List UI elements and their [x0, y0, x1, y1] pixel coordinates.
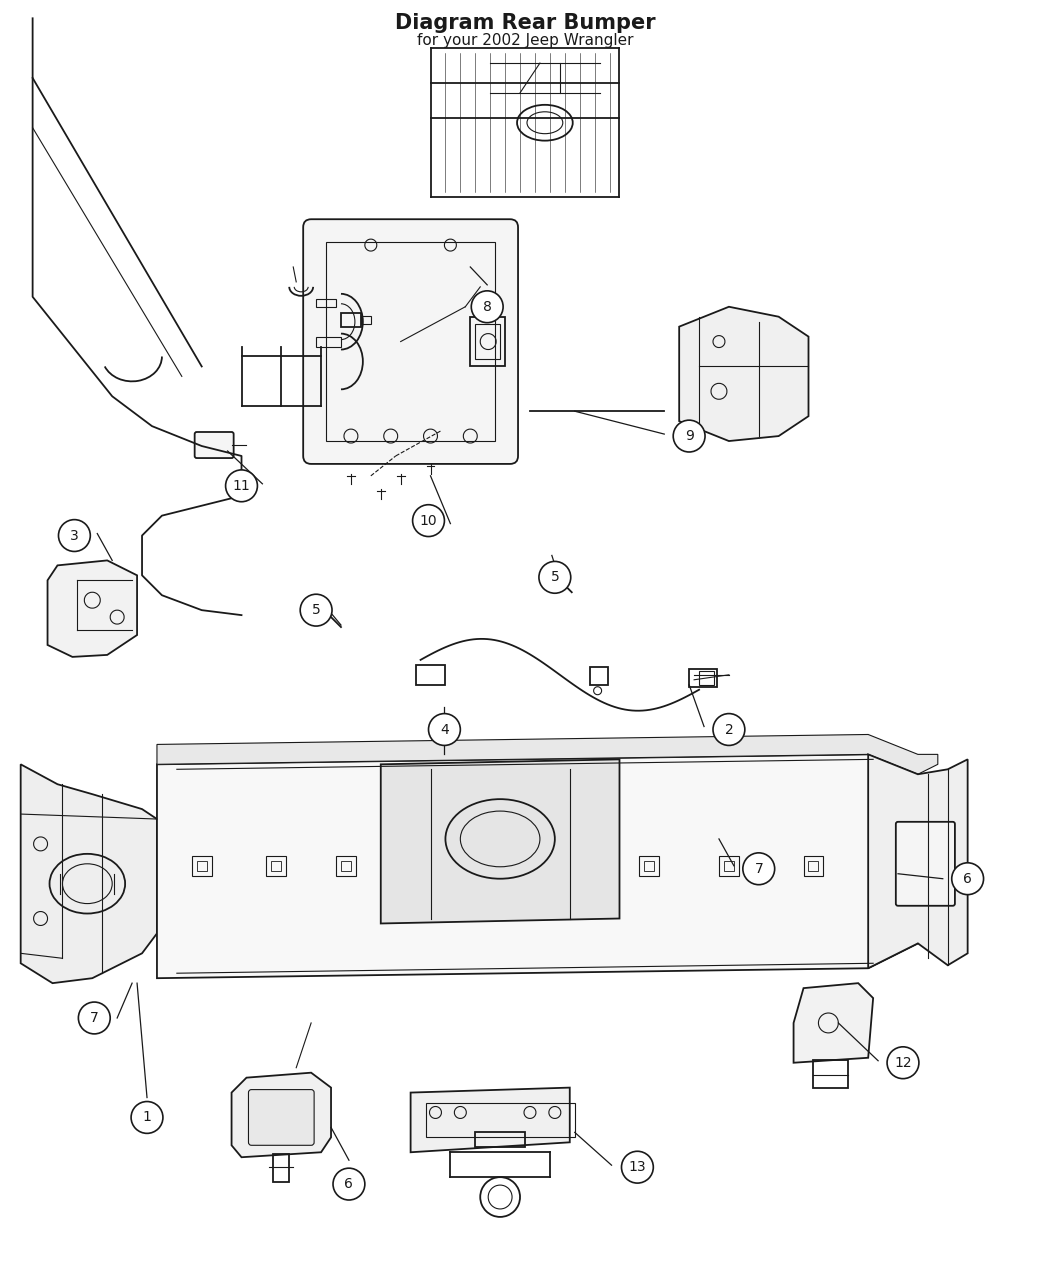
Bar	[645, 861, 654, 871]
Bar	[476, 324, 500, 360]
Polygon shape	[156, 755, 918, 978]
Polygon shape	[47, 561, 138, 657]
Circle shape	[333, 1168, 364, 1200]
FancyBboxPatch shape	[896, 822, 954, 905]
Text: 5: 5	[550, 570, 560, 584]
Text: 10: 10	[420, 514, 438, 528]
Text: 7: 7	[90, 1011, 99, 1025]
Circle shape	[539, 561, 571, 593]
Circle shape	[79, 1002, 110, 1034]
Bar	[416, 664, 445, 685]
Bar	[699, 671, 714, 685]
Text: 13: 13	[629, 1160, 646, 1174]
Bar	[327, 242, 496, 441]
Bar	[273, 1154, 289, 1182]
Polygon shape	[868, 755, 968, 968]
Circle shape	[59, 520, 90, 552]
Circle shape	[713, 714, 744, 746]
Circle shape	[673, 421, 705, 451]
Polygon shape	[411, 1088, 570, 1153]
Text: 8: 8	[483, 300, 491, 314]
FancyBboxPatch shape	[303, 219, 518, 464]
Circle shape	[428, 714, 460, 746]
Circle shape	[742, 853, 775, 885]
Bar	[361, 316, 371, 324]
Text: Diagram Rear Bumper: Diagram Rear Bumper	[395, 13, 655, 33]
Bar	[814, 1060, 848, 1088]
Text: 9: 9	[685, 430, 694, 444]
Bar	[470, 316, 505, 366]
Text: 7: 7	[754, 862, 763, 876]
Text: 1: 1	[143, 1111, 151, 1125]
Polygon shape	[679, 307, 808, 441]
Bar	[341, 312, 361, 326]
Bar	[808, 861, 818, 871]
Text: 3: 3	[70, 529, 79, 543]
Circle shape	[226, 470, 257, 502]
Bar	[316, 337, 341, 347]
Text: 4: 4	[440, 723, 448, 737]
Circle shape	[131, 1102, 163, 1133]
Text: 12: 12	[895, 1056, 911, 1070]
Circle shape	[622, 1151, 653, 1183]
Bar	[316, 298, 336, 307]
FancyBboxPatch shape	[249, 1090, 314, 1145]
Circle shape	[887, 1047, 919, 1079]
Text: 6: 6	[963, 872, 972, 886]
Text: 6: 6	[344, 1177, 354, 1191]
Circle shape	[471, 291, 503, 323]
Bar	[271, 861, 281, 871]
Circle shape	[300, 594, 332, 626]
Text: 5: 5	[312, 603, 320, 617]
Bar	[341, 861, 351, 871]
FancyBboxPatch shape	[194, 432, 234, 458]
Circle shape	[951, 863, 984, 895]
Bar	[639, 856, 659, 876]
Bar	[803, 856, 823, 876]
Bar	[476, 1132, 525, 1148]
Bar	[267, 856, 287, 876]
Bar	[196, 861, 207, 871]
Bar	[425, 1103, 574, 1137]
Bar	[590, 667, 608, 685]
Text: 11: 11	[233, 479, 250, 493]
Bar	[689, 669, 717, 687]
Polygon shape	[381, 760, 620, 923]
Bar	[719, 856, 739, 876]
Text: 2: 2	[724, 723, 733, 737]
Polygon shape	[156, 734, 938, 774]
Bar	[336, 856, 356, 876]
Bar	[723, 861, 734, 871]
Polygon shape	[232, 1072, 331, 1158]
Circle shape	[413, 505, 444, 537]
Polygon shape	[21, 764, 156, 983]
Polygon shape	[794, 983, 874, 1063]
Text: for your 2002 Jeep Wrangler: for your 2002 Jeep Wrangler	[417, 33, 633, 47]
Bar	[192, 856, 212, 876]
